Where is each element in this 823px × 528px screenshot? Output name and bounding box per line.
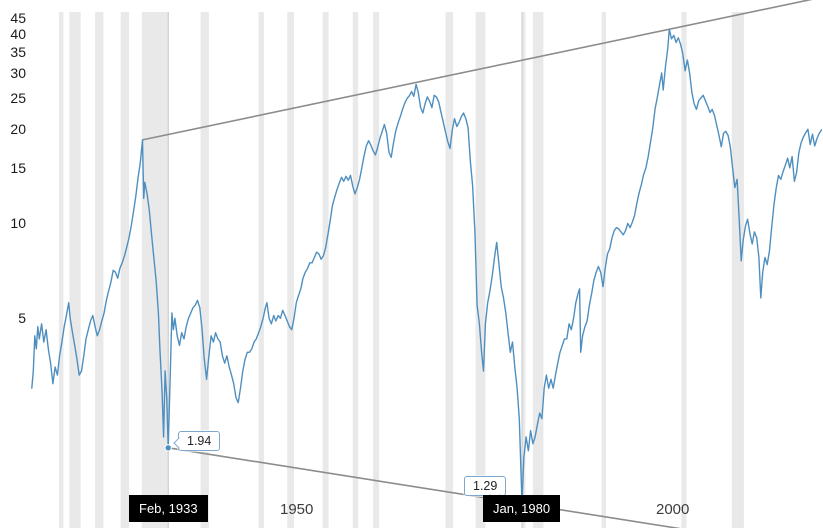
recession-band bbox=[373, 12, 380, 528]
recession-band bbox=[69, 12, 81, 528]
recession-band bbox=[475, 12, 486, 528]
callout-1980-low: 1.29 bbox=[464, 476, 507, 501]
recession-band bbox=[58, 12, 64, 528]
recession-band bbox=[532, 12, 544, 528]
recession-band bbox=[95, 12, 104, 528]
recession-band bbox=[258, 12, 264, 528]
x-tick-1950: 1950 bbox=[280, 501, 314, 518]
recession-band bbox=[120, 12, 129, 528]
recession-band bbox=[352, 12, 359, 528]
recession-band bbox=[521, 12, 526, 528]
recession-band bbox=[322, 12, 329, 528]
y-tick-label: 45 bbox=[10, 10, 26, 26]
date-flag-jan-1980: Jan, 1980 bbox=[483, 495, 561, 522]
recession-band bbox=[287, 12, 294, 528]
y-tick-label: 5 bbox=[18, 310, 26, 326]
y-tick-label: 35 bbox=[10, 44, 26, 60]
y-tick-label: 20 bbox=[10, 121, 26, 137]
recession-band bbox=[681, 12, 687, 528]
x-tick-2000: 2000 bbox=[656, 501, 690, 518]
y-tick-label: 40 bbox=[10, 26, 26, 42]
low-point-dot bbox=[164, 444, 172, 452]
date-flag-feb-1933: Feb, 1933 bbox=[129, 495, 208, 522]
recession-band bbox=[601, 12, 606, 528]
ratio-line bbox=[31, 28, 823, 505]
y-tick-label: 10 bbox=[10, 215, 26, 231]
y-tick-label: 30 bbox=[10, 65, 26, 81]
upper-peaks-trendline bbox=[142, 0, 813, 141]
recession-band bbox=[445, 12, 453, 528]
y-tick-label: 25 bbox=[10, 90, 26, 106]
recession-band bbox=[200, 12, 209, 528]
callout-1933-low: 1.94 bbox=[173, 431, 221, 451]
recession-band bbox=[731, 12, 744, 528]
y-tick-label: 15 bbox=[10, 160, 26, 176]
